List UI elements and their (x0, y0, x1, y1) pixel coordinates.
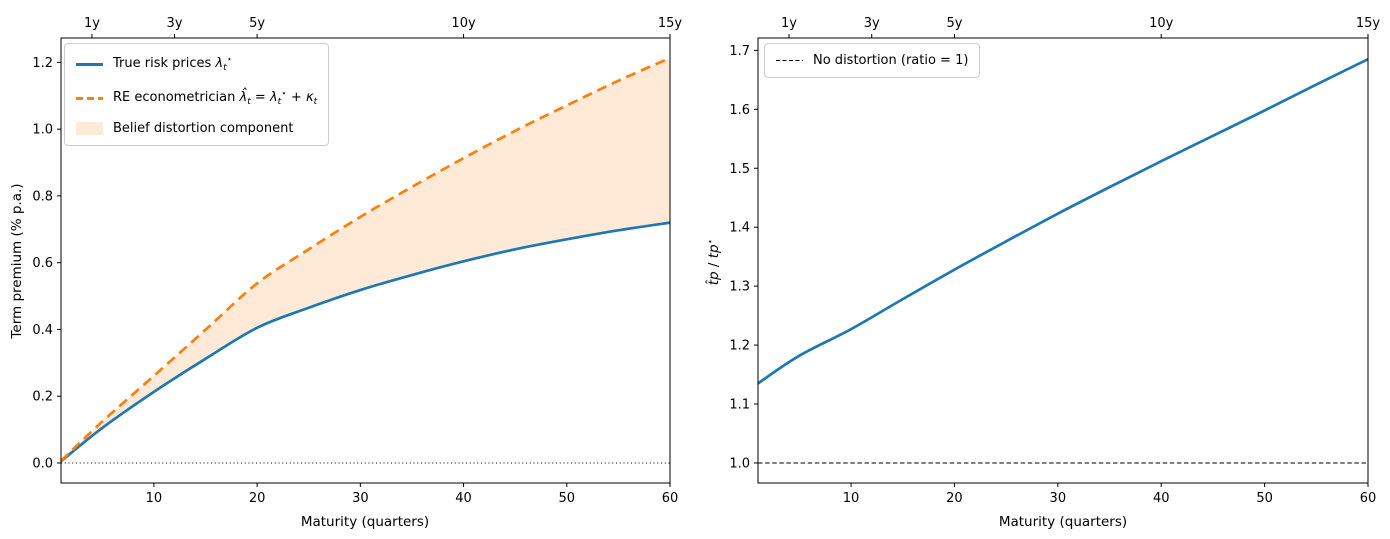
y-tick-label: 0.2 (32, 390, 53, 405)
y-tick-label: 1.1 (729, 398, 750, 413)
top-tick-label: 15y (1356, 16, 1381, 31)
top-tick-label: 3y (864, 16, 880, 31)
x-tick-label: 40 (455, 491, 472, 506)
right-yaxis-label: t̂p / tp⋆ (706, 238, 722, 286)
legend-item-no-distortion: No distortion (ratio = 1) (776, 52, 968, 69)
distorted-line-swatch (76, 97, 103, 100)
y-tick-label: 0.6 (32, 256, 53, 271)
legend-label-belief-distortion: Belief distortion component (113, 121, 294, 136)
y-tick-label: 1.5 (729, 162, 750, 177)
y-tick-label: 1.0 (729, 456, 750, 471)
left-yaxis-label: Term premium (% p.a.) (9, 183, 25, 339)
y-tick-label: 1.3 (729, 280, 750, 295)
left-legend: True risk prices λt⋆ RE econometrician λ… (64, 43, 330, 146)
legend-item-true-risk-prices: True risk prices λt⋆ (76, 52, 317, 77)
legend-item-re-econometrician: RE econometrician λ̂t = λt⋆ + κt (76, 86, 317, 111)
y-tick-label: 1.0 (32, 123, 53, 138)
series-line-1-0 (757, 58, 1369, 385)
axes-frame (757, 37, 1369, 484)
x-tick-label: 30 (352, 491, 369, 506)
top-tick-label: 10y (1149, 16, 1174, 31)
belief-distortion-fill (61, 58, 670, 462)
x-tick-label: 20 (946, 491, 963, 506)
no-distortion-line-swatch (776, 59, 803, 62)
y-tick-label: 1.6 (729, 103, 750, 118)
right-legend: No distortion (ratio = 1) (764, 43, 981, 78)
x-tick-label: 30 (1050, 491, 1067, 506)
top-tick-label: 3y (167, 16, 183, 31)
distortion-fill-swatch (76, 122, 103, 135)
y-tick-label: 1.2 (32, 56, 53, 71)
x-tick-label: 10 (146, 491, 163, 506)
axes-frame (60, 37, 671, 484)
y-tick-label: 0.4 (32, 323, 53, 338)
right-xaxis-label: Maturity (quarters) (998, 514, 1128, 530)
x-tick-label: 50 (559, 491, 576, 506)
top-tick-label: 5y (249, 16, 265, 31)
x-tick-label: 50 (1256, 491, 1273, 506)
y-tick-label: 0.0 (32, 456, 53, 471)
x-tick-label: 60 (662, 491, 679, 506)
true-line-swatch (76, 63, 103, 66)
y-tick-label: 0.8 (32, 189, 53, 204)
top-tick-label: 1y (781, 16, 797, 31)
y-tick-label: 1.2 (729, 339, 750, 354)
series-line-0-0 (60, 221, 671, 463)
y-tick-label: 1.4 (729, 221, 750, 236)
top-tick-label: 1y (84, 16, 100, 31)
top-tick-label: 15y (658, 16, 683, 31)
top-tick-label: 10y (451, 16, 476, 31)
legend-label-true-risk-prices: True risk prices λt⋆ (113, 55, 233, 73)
legend-label-re-econometrician: RE econometrician λ̂t = λt⋆ + κt (113, 89, 318, 107)
x-tick-label: 10 (843, 491, 860, 506)
top-tick-label: 5y (946, 16, 962, 31)
x-tick-label: 20 (249, 491, 266, 506)
left-xaxis-label: Maturity (quarters) (300, 514, 430, 530)
x-tick-label: 40 (1153, 491, 1170, 506)
x-tick-label: 60 (1360, 491, 1377, 506)
y-tick-label: 1.7 (729, 44, 750, 59)
legend-label-no-distortion: No distortion (ratio = 1) (813, 53, 969, 68)
legend-item-belief-distortion: Belief distortion component (76, 120, 317, 137)
